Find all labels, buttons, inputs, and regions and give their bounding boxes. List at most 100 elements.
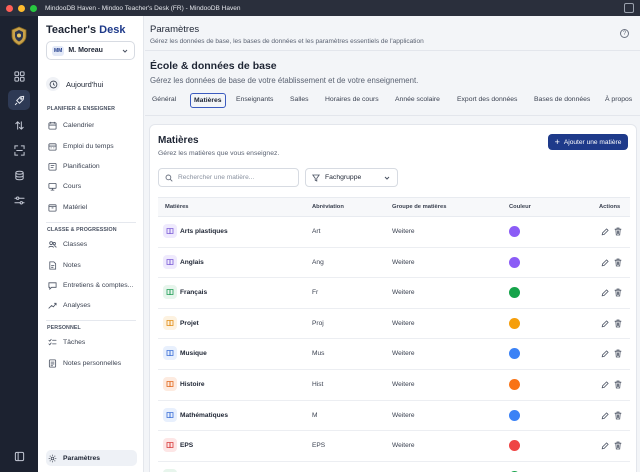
trash-icon[interactable]: [614, 227, 622, 236]
table-row[interactable]: EPS EPS Weitere: [158, 431, 630, 462]
app-logo-icon: [10, 26, 28, 46]
subject-name: Projet: [180, 319, 199, 327]
gear-icon: [48, 454, 57, 462]
nav-today[interactable]: Aujourd'hui: [46, 77, 103, 91]
nav-analyses[interactable]: Analyses: [46, 297, 137, 313]
nav-today-label: Aujourd'hui: [66, 79, 104, 89]
rail-teacher-desk[interactable]: [8, 90, 30, 110]
book-icon: [163, 468, 177, 472]
sidebar-toggle-icon: [14, 451, 24, 461]
edit-icon[interactable]: [601, 411, 609, 420]
sliders-icon: [13, 196, 25, 204]
restore-icon[interactable]: [624, 3, 634, 13]
subject-group: Weitere: [392, 289, 415, 297]
user-selector[interactable]: MM M. Moreau: [46, 41, 135, 60]
nav-entretiens[interactable]: Entretiens & comptes...: [46, 277, 137, 293]
nav-parametres[interactable]: Paramètres: [46, 450, 137, 466]
nav-cours[interactable]: Cours: [46, 178, 137, 194]
trash-icon[interactable]: [614, 288, 622, 297]
calendar-icon: [48, 121, 57, 130]
maximize-window-button[interactable]: [30, 4, 37, 12]
nav-notes[interactable]: Notes: [46, 257, 137, 273]
settings-tabs: Général Matières Enseignants Salles Hora…: [145, 93, 640, 112]
window-controls: [6, 4, 37, 12]
edit-icon[interactable]: [601, 288, 609, 297]
book-icon: [163, 285, 177, 300]
nav-classes[interactable]: Classes: [46, 236, 137, 252]
subject-group: Weitere: [392, 381, 415, 388]
table-row[interactable]: Histoire Hist Weitere: [158, 370, 630, 401]
database-icon: [14, 170, 24, 180]
edit-icon[interactable]: [601, 319, 609, 328]
chevron-down-icon: [384, 176, 390, 180]
table-row[interactable]: SVTSVTWeitere: [158, 462, 630, 472]
help-icon[interactable]: ?: [620, 29, 629, 38]
search-box[interactable]: [158, 168, 299, 187]
tab-export[interactable]: Export des données: [457, 96, 518, 103]
subject-abbreviation: Fr: [312, 289, 319, 297]
table-row[interactable]: Anglais Ang Weitere: [158, 248, 630, 279]
table-row[interactable]: Arts plastiques Art Weitere: [158, 217, 630, 248]
subject-group: Weitere: [392, 319, 415, 327]
nav-materiel[interactable]: Matériel: [46, 199, 137, 215]
tab-bases-de-donnees[interactable]: Bases de données: [534, 96, 591, 103]
nav-taches[interactable]: Tâches: [46, 334, 137, 350]
nav-notes-personnelles[interactable]: Notes personnelles: [46, 355, 137, 371]
checklist-icon: [48, 338, 57, 345]
rail-sync[interactable]: [8, 115, 30, 135]
table-row[interactable]: Français Fr Weitere: [158, 278, 630, 309]
rail-database[interactable]: [8, 165, 30, 185]
trash-icon[interactable]: [614, 349, 622, 358]
icon-rail: [0, 16, 38, 472]
trash-icon[interactable]: [614, 258, 622, 267]
book-icon: [163, 438, 177, 453]
trash-icon[interactable]: [614, 380, 622, 389]
edit-icon[interactable]: [601, 258, 609, 267]
tab-enseignants[interactable]: Enseignants: [236, 96, 274, 103]
book-icon: [163, 224, 177, 238]
subject-abbreviation: Proj: [312, 319, 324, 327]
tabs-divider: [145, 115, 640, 116]
tab-a-propos[interactable]: À propos: [605, 96, 633, 103]
subject-name: Arts plastiques: [180, 228, 228, 235]
trash-icon[interactable]: [614, 411, 622, 420]
subject-group: Weitere: [392, 442, 415, 450]
rail-settings[interactable]: [8, 190, 30, 210]
table-row[interactable]: Mathématiques M Weitere: [158, 401, 630, 432]
nav-emploi-du-temps[interactable]: Emploi du temps: [46, 138, 137, 154]
tab-general[interactable]: Général: [152, 96, 177, 103]
planning-icon: [48, 162, 57, 171]
table-row[interactable]: Musique Mus Weitere: [158, 339, 630, 370]
subject-abbreviation: Mus: [312, 350, 325, 358]
table-row[interactable]: Projet Proj Weitere: [158, 309, 630, 340]
trash-icon[interactable]: [614, 441, 622, 450]
close-window-button[interactable]: [6, 4, 13, 12]
scan-icon: [13, 144, 25, 156]
minimize-window-button[interactable]: [18, 4, 25, 12]
subject-abbreviation: Ang: [312, 258, 324, 266]
note-icon: [48, 358, 57, 368]
title-bar: MindooDB Haven - Mindoo Teacher's Desk (…: [0, 0, 640, 16]
color-swatch: [509, 287, 520, 299]
clock-icon: [46, 77, 60, 91]
subject-group: Weitere: [392, 258, 415, 266]
add-subject-button[interactable]: + Ajouter une matière: [548, 134, 628, 150]
tab-annee-scolaire[interactable]: Année scolaire: [395, 96, 440, 103]
rail-collapse-sidebar[interactable]: [8, 446, 30, 466]
nav-calendrier[interactable]: Calendrier: [46, 117, 137, 133]
search-input[interactable]: [178, 174, 293, 181]
rail-dashboard[interactable]: [8, 66, 30, 86]
tab-salles[interactable]: Salles: [290, 96, 309, 103]
tab-horaires[interactable]: Horaires de cours: [325, 96, 379, 103]
plus-icon: +: [554, 136, 560, 147]
subject-group-filter[interactable]: Fachgruppe: [305, 168, 398, 187]
trash-icon[interactable]: [614, 319, 622, 328]
edit-icon[interactable]: [601, 380, 609, 389]
subject-abbreviation: M: [312, 411, 318, 419]
edit-icon[interactable]: [601, 349, 609, 358]
rail-scan[interactable]: [8, 140, 30, 160]
edit-icon[interactable]: [601, 441, 609, 450]
tab-matieres[interactable]: Matières: [190, 93, 226, 108]
edit-icon[interactable]: [601, 227, 609, 236]
nav-planification[interactable]: Planification: [46, 158, 137, 174]
